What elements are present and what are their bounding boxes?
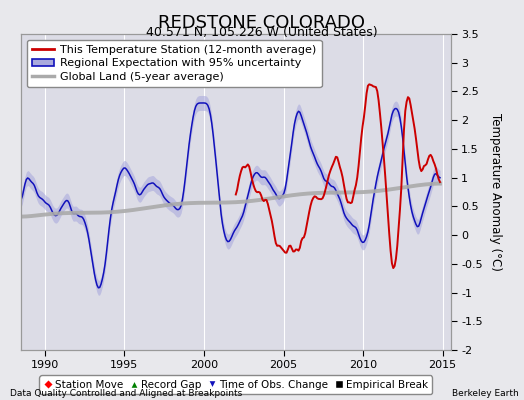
Text: 40.571 N, 105.226 W (United States): 40.571 N, 105.226 W (United States) — [146, 26, 378, 39]
Text: Berkeley Earth: Berkeley Earth — [452, 389, 519, 398]
Text: Data Quality Controlled and Aligned at Breakpoints: Data Quality Controlled and Aligned at B… — [10, 389, 243, 398]
Y-axis label: Temperature Anomaly (°C): Temperature Anomaly (°C) — [489, 113, 502, 271]
Legend: Station Move, Record Gap, Time of Obs. Change, Empirical Break: Station Move, Record Gap, Time of Obs. C… — [39, 376, 432, 394]
Text: REDSTONE COLORADO: REDSTONE COLORADO — [158, 14, 366, 32]
